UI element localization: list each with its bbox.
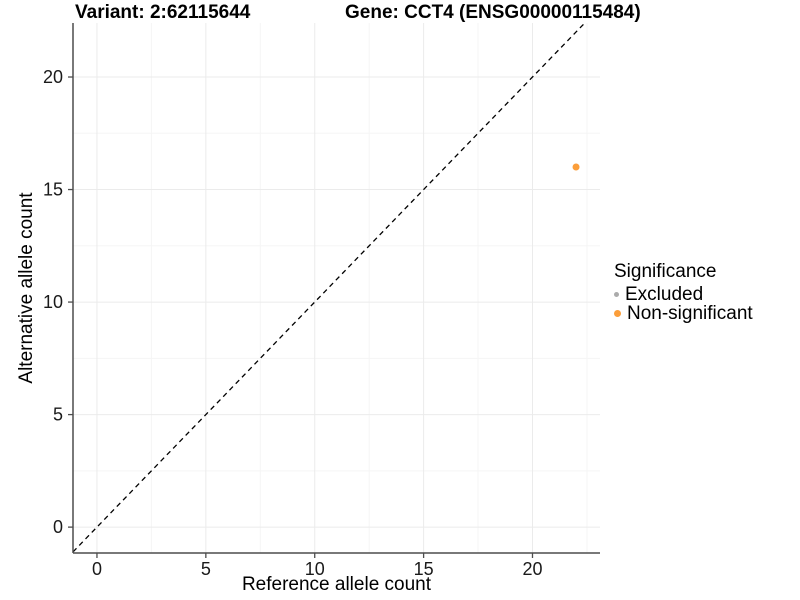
- legend-dot-icon: [614, 310, 621, 317]
- x-tick-label: 20: [522, 559, 542, 579]
- variant-title: Variant: 2:62115644: [75, 2, 251, 23]
- y-tick-label: 5: [53, 405, 63, 425]
- y-axis-title: Alternative allele count: [16, 192, 37, 384]
- y-tick-label: 20: [43, 67, 63, 87]
- y-tick-label: 0: [53, 517, 63, 537]
- legend-item-label: Non-significant: [627, 303, 753, 324]
- gene-title: Gene: CCT4 (ENSG00000115484): [345, 2, 641, 23]
- y-tick-label: 10: [43, 292, 63, 312]
- y-tick-label: 15: [43, 180, 63, 200]
- legend-item-label: Excluded: [625, 284, 704, 305]
- legend-items: Excluded Non-significant: [614, 285, 753, 323]
- legend: Significance Excluded Non-significant: [614, 261, 753, 323]
- x-tick-label: 15: [414, 559, 434, 579]
- x-tick-label: 5: [201, 559, 211, 579]
- x-tick-label: 0: [92, 559, 102, 579]
- legend-dot-icon: [614, 292, 619, 297]
- data-point: [572, 163, 580, 171]
- legend-title: Significance: [614, 261, 717, 282]
- legend-item-excluded: Excluded: [614, 285, 753, 304]
- x-tick-label: 10: [305, 559, 325, 579]
- x-axis-title: Reference allele count: [241, 574, 432, 595]
- identity-line: [73, 23, 586, 553]
- legend-item-non-significant: Non-significant: [614, 304, 753, 323]
